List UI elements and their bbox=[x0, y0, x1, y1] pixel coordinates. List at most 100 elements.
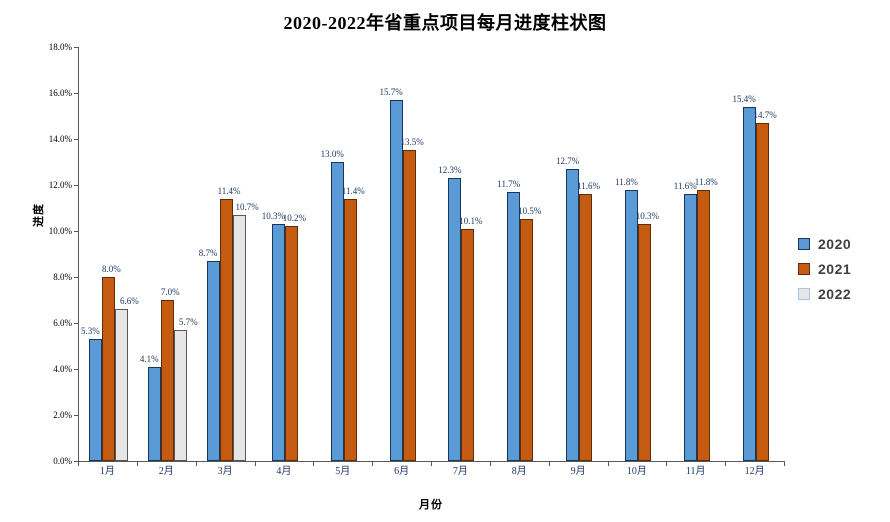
bar-value-label: 15.4% bbox=[732, 94, 756, 104]
legend-label: 2020 bbox=[818, 235, 852, 252]
y-axis-tick-label: 14.0% bbox=[48, 133, 72, 144]
x-axis-tick bbox=[431, 462, 432, 466]
y-axis-tick bbox=[74, 323, 78, 324]
bar-2020-2月 bbox=[147, 367, 161, 461]
y-axis-tick-label: 2.0% bbox=[53, 409, 72, 420]
legend-swatch-2022 bbox=[798, 287, 810, 300]
bar-value-label: 5.3% bbox=[81, 326, 100, 336]
bar-2021-10月 bbox=[637, 224, 651, 461]
bar-value-label: 8.7% bbox=[198, 248, 218, 258]
x-axis-tick bbox=[313, 462, 315, 466]
x-axis-category-label: 1月 bbox=[99, 466, 115, 477]
y-axis-tick-label: 0.0% bbox=[53, 455, 72, 466]
bar-2020-5月 bbox=[330, 162, 344, 461]
x-axis-category-label: 9月 bbox=[570, 466, 586, 477]
x-axis-tick bbox=[548, 462, 550, 466]
bar-2020-6月 bbox=[389, 100, 403, 461]
bar-value-label: 10.2% bbox=[282, 213, 307, 223]
chart-title: 2020-2022年省重点项目每月进度柱状图 bbox=[283, 13, 607, 33]
plot-area: 5.3% 8.0% 6.6% 4.1% 7.0% 5.7% 8.7% 11.4% 10.7% 10… bbox=[78, 47, 785, 462]
x-axis-category-label: 12月 bbox=[744, 466, 765, 477]
y-axis-tick-label: 12.0% bbox=[48, 179, 72, 190]
bar-2021-8月 bbox=[520, 219, 534, 461]
y-axis-tick bbox=[74, 231, 78, 232]
x-axis-tick bbox=[489, 462, 491, 466]
x-axis-category-label: 2月 bbox=[158, 466, 174, 477]
y-axis-tick bbox=[74, 461, 78, 462]
y-axis-tick bbox=[74, 369, 78, 370]
y-axis-tick bbox=[74, 185, 78, 186]
bar-value-label: 4.1% bbox=[139, 354, 159, 364]
bar-value-label: 7.0% bbox=[160, 287, 180, 297]
x-axis-title: 月份 bbox=[419, 499, 443, 511]
legend-item-2022: 2022 bbox=[798, 281, 851, 306]
x-axis-category-label: 4月 bbox=[276, 466, 292, 477]
x-axis-tick bbox=[195, 462, 197, 466]
y-axis-tick bbox=[74, 93, 78, 94]
bar-value-label: 11.4% bbox=[341, 186, 365, 196]
bar-value-label: 11.6% bbox=[577, 181, 601, 191]
y-axis-tick-label: 18.0% bbox=[48, 41, 72, 52]
x-axis-category-label: 6月 bbox=[394, 466, 410, 477]
x-axis-tick bbox=[78, 462, 79, 466]
y-axis-tick-label: 10.0% bbox=[48, 225, 72, 236]
bar-value-label: 13.5% bbox=[400, 137, 424, 147]
bar-2021-3月 bbox=[219, 199, 233, 461]
bar-value-label: 10.3% bbox=[261, 211, 286, 221]
bar-value-label: 12.3% bbox=[438, 165, 462, 175]
x-axis-tick bbox=[725, 462, 727, 466]
bar-value-label: 15.7% bbox=[379, 87, 403, 97]
bar-2021-7月 bbox=[461, 229, 475, 461]
bar-value-label: 8.0% bbox=[102, 264, 121, 274]
x-axis-tick bbox=[372, 462, 374, 466]
bar-2021-11月 bbox=[696, 190, 710, 461]
bar-2021-9月 bbox=[579, 194, 593, 461]
bar-2020-4月 bbox=[271, 224, 285, 461]
legend-item-2021: 2021 bbox=[798, 256, 851, 281]
bar-value-label: 12.7% bbox=[555, 156, 580, 166]
x-axis-tick bbox=[666, 462, 668, 466]
bar-value-label: 10.5% bbox=[518, 206, 542, 216]
bar-2021-12月 bbox=[755, 123, 769, 461]
bar-2020-10月 bbox=[624, 190, 638, 461]
x-axis-tick bbox=[136, 462, 138, 466]
bar-value-label: 10.3% bbox=[635, 211, 660, 221]
x-axis-category-label: 10月 bbox=[626, 466, 647, 477]
y-axis-tick-label: 16.0% bbox=[48, 87, 72, 98]
y-axis-tick bbox=[74, 139, 78, 140]
bar-2022-2月 bbox=[173, 330, 187, 461]
x-axis-category-label: 11月 bbox=[685, 466, 706, 477]
bar-value-label: 11.6% bbox=[673, 181, 697, 191]
y-axis-tick bbox=[74, 47, 78, 48]
bar-value-label: 14.7% bbox=[753, 110, 777, 120]
bar-2022-1月 bbox=[114, 309, 128, 461]
bar-2020-8月 bbox=[507, 192, 521, 461]
legend-label: 2022 bbox=[818, 285, 852, 302]
bar-2020-12月 bbox=[742, 107, 756, 461]
bar-2021-4月 bbox=[284, 226, 298, 461]
bar-value-label: 11.7% bbox=[497, 179, 521, 189]
bar-value-label: 10.1% bbox=[459, 216, 483, 226]
bar-value-label: 10.7% bbox=[235, 202, 259, 212]
legend-label: 2021 bbox=[818, 260, 852, 277]
y-axis-tick-label: 4.0% bbox=[53, 363, 72, 374]
x-axis-tick bbox=[784, 462, 785, 466]
bar-2021-5月 bbox=[343, 199, 357, 461]
bar-2022-3月 bbox=[232, 215, 246, 461]
x-axis-category-label: 5月 bbox=[335, 466, 351, 477]
bar-2020-7月 bbox=[448, 178, 462, 461]
x-axis-category-label: 3月 bbox=[217, 466, 233, 477]
bar-value-label: 11.8% bbox=[694, 177, 718, 187]
x-axis-tick bbox=[607, 462, 609, 466]
bar-value-label: 6.6% bbox=[120, 296, 139, 306]
bar-2021-6月 bbox=[402, 150, 416, 461]
y-axis-tick-label: 8.0% bbox=[53, 271, 72, 282]
bar-2020-3月 bbox=[206, 261, 220, 461]
bar-2020-9月 bbox=[566, 169, 580, 461]
x-axis-category-label: 7月 bbox=[452, 466, 468, 477]
y-axis-tick bbox=[74, 415, 78, 416]
x-axis-category-label: 8月 bbox=[511, 466, 527, 477]
legend-swatch-2020 bbox=[798, 237, 810, 250]
y-axis-tick bbox=[74, 277, 78, 278]
